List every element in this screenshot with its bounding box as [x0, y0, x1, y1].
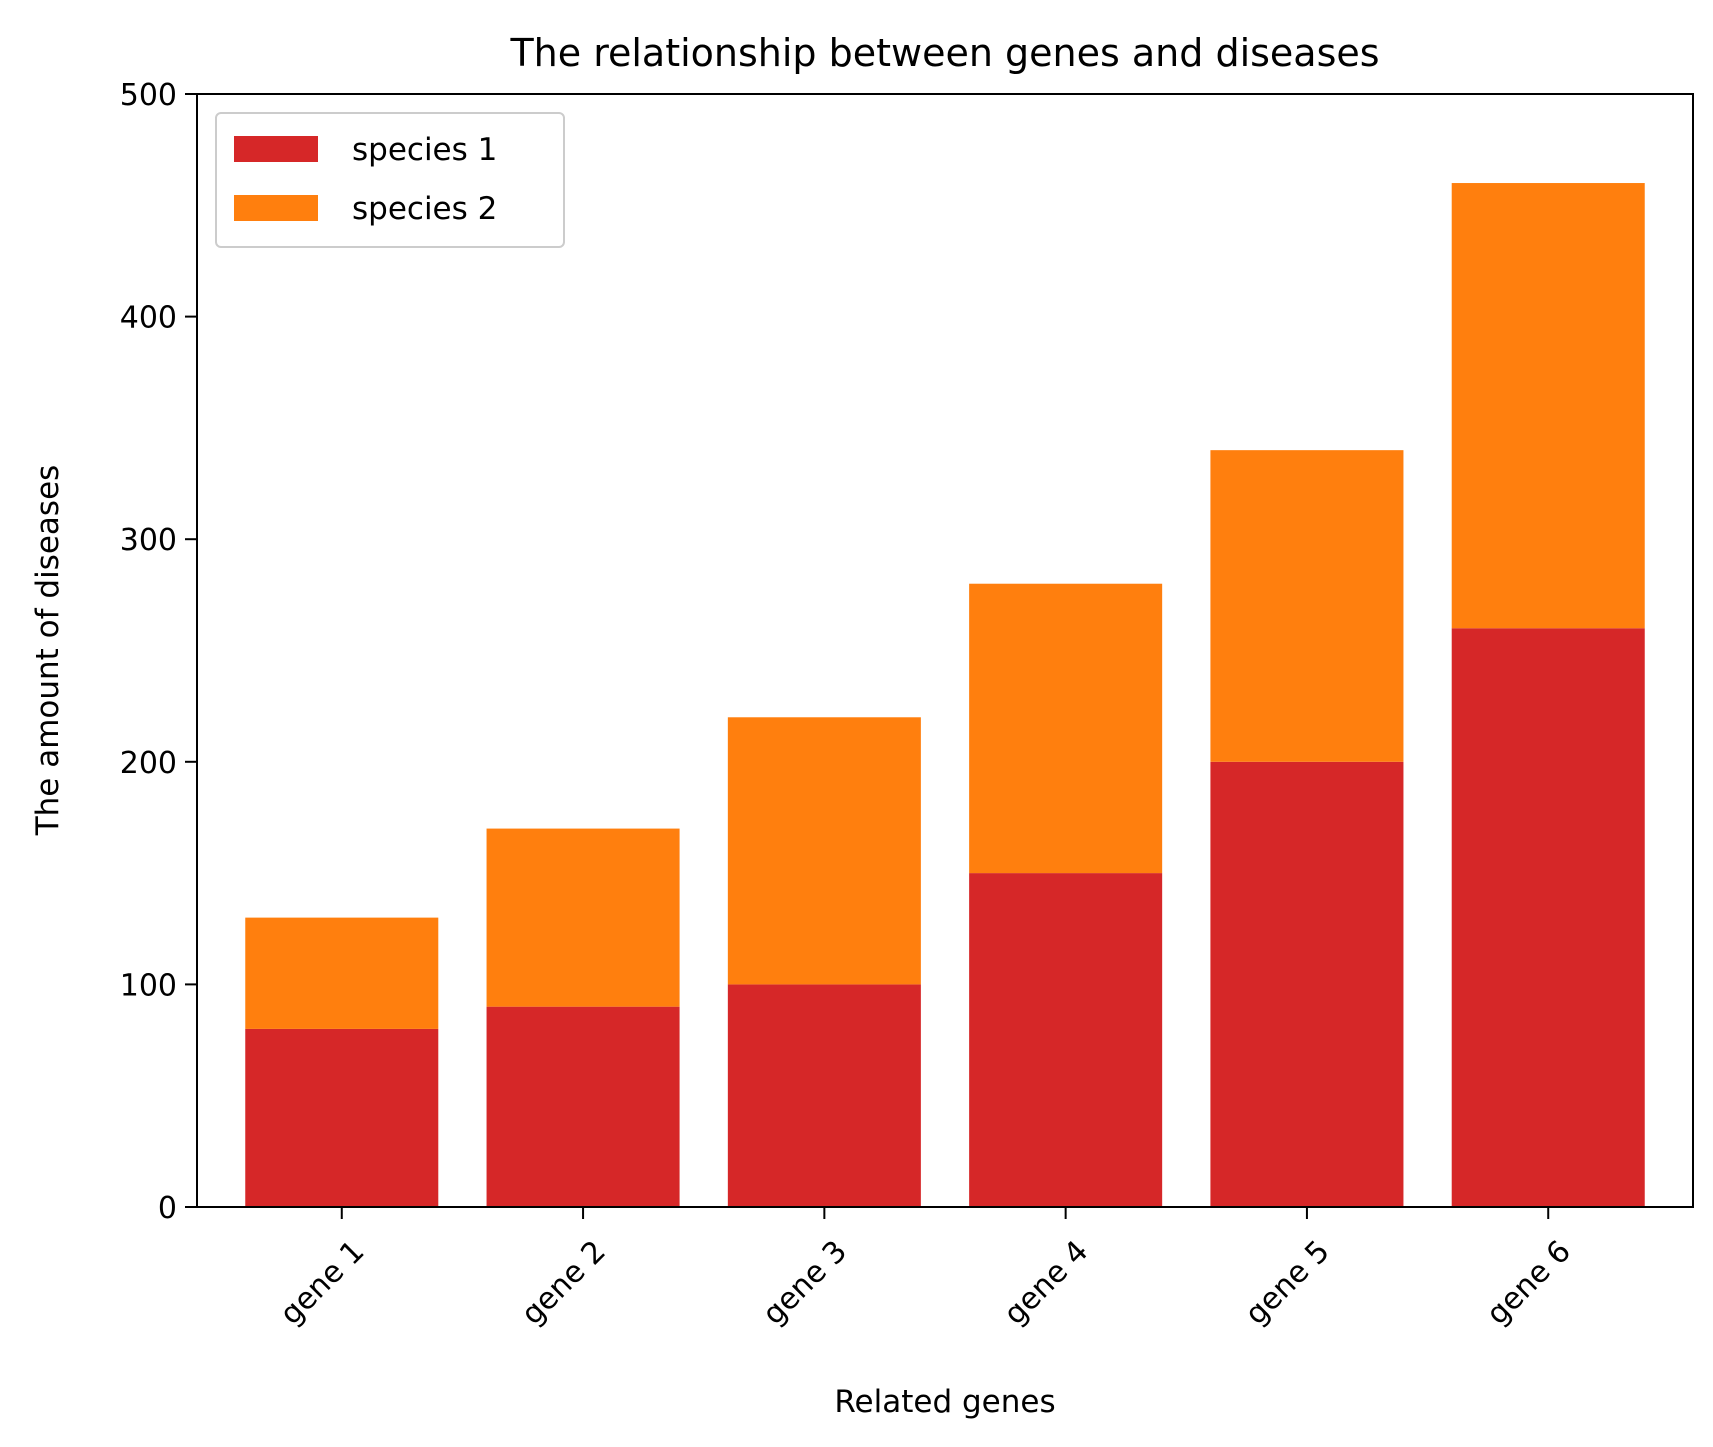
bar-series-2-2	[486, 828, 680, 1007]
bar-series-1-5	[1210, 761, 1404, 1207]
y-tick-label-4: 300	[120, 523, 177, 558]
y-axis-label: The amount of diseases	[30, 465, 66, 837]
bar-series-1-1	[245, 1028, 439, 1207]
y-tick-label-5: 400	[120, 301, 177, 336]
bar-series-1-2	[486, 1006, 680, 1207]
y-tick-label-3: 200	[120, 746, 177, 781]
legend-swatch-1	[234, 136, 318, 162]
bar-series-1-4	[969, 873, 1163, 1207]
x-axis-label: Related genes	[834, 1384, 1055, 1420]
bar-series-1-3	[727, 984, 921, 1207]
plot-frame	[196, 93, 1694, 1208]
bar-series-2-6	[1451, 183, 1645, 629]
bar-series-1-6	[1451, 628, 1645, 1207]
bar-series-2-4	[969, 583, 1163, 874]
y-tick-label-6: 500	[120, 78, 177, 113]
legend: species 1 species 2	[215, 112, 565, 248]
bar-series-2-3	[727, 717, 921, 985]
y-tick-label-1: 0	[158, 1191, 177, 1226]
bar-series-2-5	[1210, 450, 1404, 762]
bar-series-2-1	[245, 917, 439, 1029]
y-axis: 0 100 200 300 400 500	[120, 78, 197, 1226]
y-tick-label-2: 100	[120, 968, 177, 1003]
legend-label-1: species 1	[352, 132, 497, 168]
legend-swatch-2	[234, 195, 318, 221]
bars-layer	[245, 183, 1645, 1207]
legend-label-2: species 2	[352, 191, 497, 227]
chart-title: The relationship between genes and disea…	[509, 31, 1379, 75]
